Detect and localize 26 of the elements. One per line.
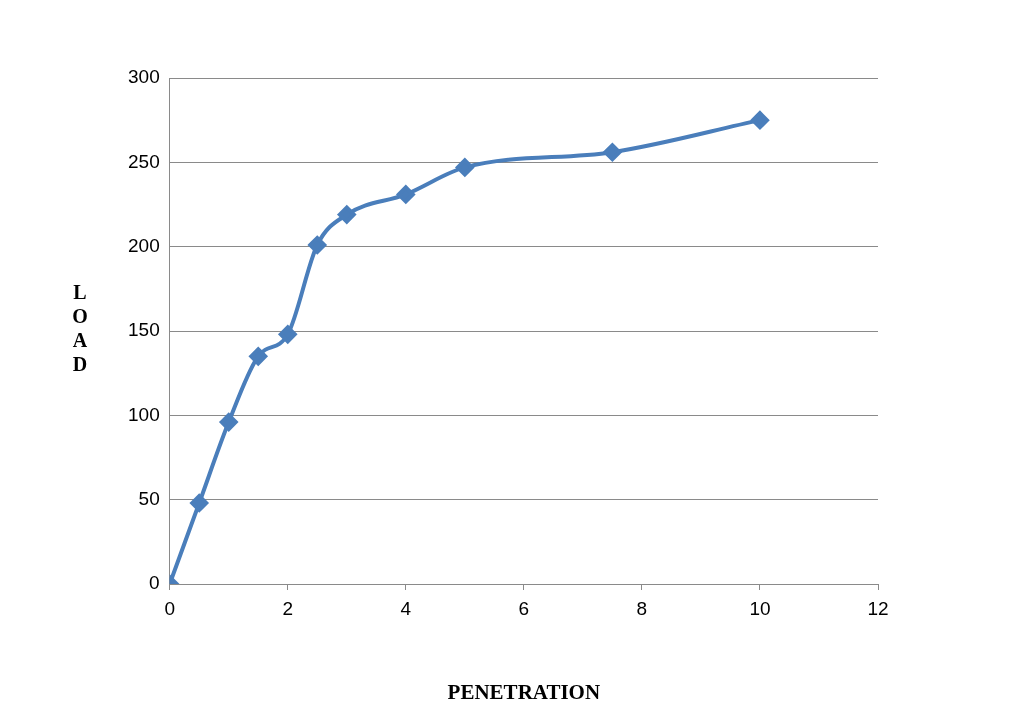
point bbox=[455, 158, 474, 177]
point bbox=[337, 205, 356, 224]
x-tick-label: 6 bbox=[518, 597, 530, 619]
y-axis-title: LOAD bbox=[71, 280, 89, 376]
point bbox=[278, 325, 297, 344]
y-tick-label: 0 bbox=[149, 572, 160, 594]
point bbox=[396, 185, 415, 204]
point bbox=[249, 347, 268, 366]
y-tick-label: 300 bbox=[128, 66, 160, 88]
y-tick-label: 250 bbox=[128, 150, 160, 172]
point bbox=[308, 235, 327, 254]
point bbox=[603, 143, 622, 162]
x-axis-title: PENETRATION bbox=[447, 679, 601, 704]
point bbox=[750, 111, 769, 130]
y-tick-label: 50 bbox=[138, 487, 160, 509]
x-tick-label: 12 bbox=[867, 597, 889, 619]
x-tick-label: 8 bbox=[636, 597, 648, 619]
point bbox=[219, 413, 238, 432]
x-tick-label: 4 bbox=[400, 597, 412, 619]
y-tick-label: 200 bbox=[128, 234, 160, 256]
y-tick-label: 150 bbox=[128, 319, 160, 341]
x-tick-label: 0 bbox=[164, 597, 175, 619]
x-tick-label: 10 bbox=[749, 597, 771, 619]
x-tick-label: 2 bbox=[282, 597, 294, 619]
y-tick-label: 100 bbox=[128, 403, 160, 425]
point bbox=[190, 494, 209, 513]
